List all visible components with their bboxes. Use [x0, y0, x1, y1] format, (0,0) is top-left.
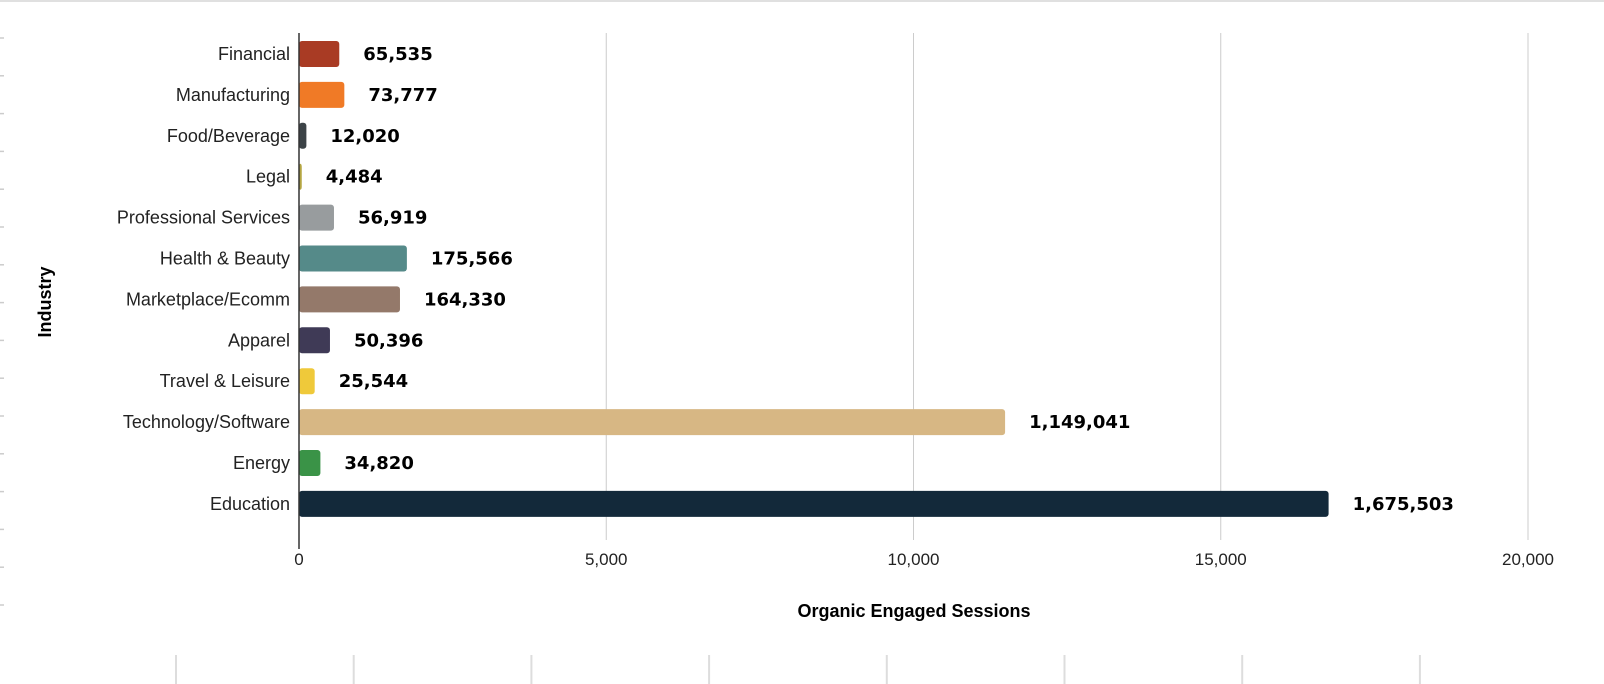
category-label: Apparel: [228, 330, 290, 350]
y-axis-title: Industry: [35, 266, 55, 337]
bar-energy: [299, 450, 321, 476]
category-label: Legal: [246, 167, 290, 187]
x-tick-label: 20,000: [1502, 550, 1554, 569]
bar-financial: [299, 41, 340, 67]
category-label: Technology/Software: [123, 412, 290, 432]
x-tick-label: 15,000: [1195, 550, 1247, 569]
data-label: 164,330: [424, 289, 506, 310]
data-label: 34,820: [344, 453, 413, 474]
category-label: Travel & Leisure: [160, 371, 290, 391]
x-tick-label: 5,000: [585, 550, 628, 569]
category-label: Food/Beverage: [167, 126, 290, 146]
category-label: Marketplace/Ecomm: [126, 289, 290, 309]
bar-travel-leisure: [299, 368, 315, 395]
edge-ticks: [0, 37, 1421, 684]
bar-manufacturing: [299, 81, 345, 108]
data-label: 1,675,503: [1353, 494, 1454, 515]
x-tick-labels: 0 5,000 10,000 15,000 20,000: [294, 550, 1554, 569]
data-label: 12,020: [330, 126, 399, 147]
data-label: 73,777: [368, 85, 437, 106]
bar-apparel: [299, 327, 330, 354]
category-label: Energy: [233, 453, 290, 473]
x-tick-label: 10,000: [888, 550, 940, 569]
bar-marketplace-ecomm: [299, 286, 400, 313]
bar-education: [299, 490, 1329, 517]
bar-food-beverage: [299, 122, 307, 149]
x-axis-title: Organic Engaged Sessions: [797, 601, 1030, 621]
data-label: 56,919: [358, 208, 427, 229]
bar-professional-services: [299, 204, 334, 231]
data-label: 175,566: [431, 249, 513, 270]
data-label: 25,544: [339, 371, 408, 392]
data-label: 4,484: [326, 167, 383, 188]
category-label: Manufacturing: [176, 85, 290, 105]
category-label: Professional Services: [117, 208, 290, 228]
data-label: 1,149,041: [1029, 412, 1130, 433]
bar-technology-software: [299, 409, 1006, 436]
bar-health-beauty: [299, 245, 407, 272]
category-label: Health & Beauty: [160, 249, 290, 269]
bars: Financial 65,535 Manufacturing 73,777 Food/B…: [117, 41, 1454, 517]
data-label: 50,396: [354, 330, 423, 351]
gridlines: [605, 33, 1529, 540]
category-label: Financial: [218, 44, 290, 64]
x-tick-label: 0: [294, 550, 303, 569]
category-label: Education: [210, 494, 290, 514]
data-label: 65,535: [363, 44, 432, 65]
